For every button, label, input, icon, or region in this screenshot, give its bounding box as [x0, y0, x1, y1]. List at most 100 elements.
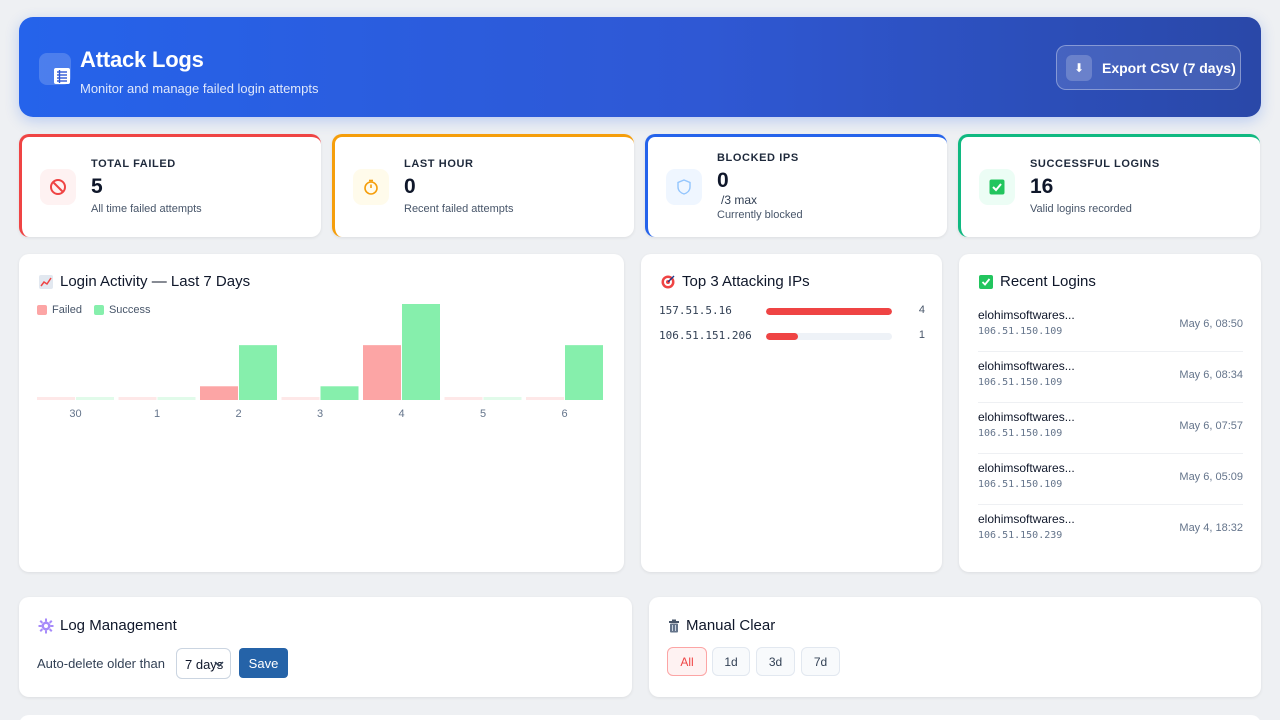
- legend-success-label: Success: [108, 304, 151, 316]
- legend-failed-label: Failed: [52, 304, 82, 316]
- x-tick-label: 4: [398, 408, 404, 420]
- legend-failed-swatch: [37, 305, 47, 315]
- login-ip: 106.51.150.239: [978, 530, 1063, 541]
- ip-row: 106.51.151.206 1: [659, 329, 925, 343]
- bar-success-4: [402, 304, 440, 400]
- bar-success-3: [320, 386, 359, 400]
- x-tick-label: 1: [154, 408, 160, 420]
- bar-success-6: [565, 345, 603, 400]
- bar-failed-4: [363, 345, 401, 400]
- clear-7d-button[interactable]: 7d: [801, 647, 840, 676]
- login-activity-chart: 30 1 2 3 4 5 6: [37, 304, 603, 420]
- export-csv-label: Export CSV (7 days): [1102, 59, 1236, 76]
- stat-subtext: Recent failed attempts: [404, 203, 514, 215]
- stat-value: 0: [404, 175, 416, 198]
- stat-card-blocked-ips: BLOCKED IPS 0 /3 max Currently blocked: [645, 134, 947, 237]
- log-management-title: Log Management: [38, 617, 177, 634]
- stat-card-successful-logins: SUCCESSFUL LOGINS 16 Valid logins record…: [958, 134, 1260, 237]
- stat-label: LAST HOUR: [404, 158, 474, 170]
- login-row: elohimsoftwares... 106.51.150.109 May 6,…: [978, 454, 1243, 505]
- x-tick-label: 3: [317, 408, 323, 420]
- ip-count: 4: [918, 304, 925, 316]
- login-user: elohimsoftwares...: [978, 512, 1075, 526]
- ip-bar-fill: [766, 308, 892, 315]
- x-tick-label: 6: [561, 408, 567, 420]
- chart-legend: Failed Success: [37, 304, 163, 316]
- bar-success-5: [483, 397, 522, 400]
- stat-subtext: Valid logins recorded: [1030, 203, 1132, 215]
- clear-3d-button[interactable]: 3d: [756, 647, 795, 676]
- login-activity-panel: Login Activity — Last 7 Days Failed Succ…: [19, 254, 624, 572]
- top-ips-title-text: Top 3 Attacking IPs: [682, 273, 810, 290]
- login-time: May 6, 08:34: [1179, 369, 1243, 381]
- trash-icon: [668, 619, 680, 633]
- top-ips-title: Top 3 Attacking IPs: [660, 273, 810, 290]
- page-title: Attack Logs: [80, 47, 204, 72]
- legend-failed: Failed: [37, 304, 82, 316]
- bar-success-30: [76, 397, 114, 400]
- ip-count: 1: [918, 329, 925, 341]
- legend-success-swatch: [93, 305, 104, 315]
- chevron-down-icon: [214, 661, 224, 668]
- stat-label: BLOCKED IPS: [717, 152, 799, 164]
- ip-address: 157.51.5.16: [659, 304, 732, 317]
- legend-success: Success: [93, 304, 151, 316]
- bar-failed-1: [118, 397, 157, 400]
- page-subtitle: Monitor and manage failed login attempts: [80, 81, 319, 96]
- stat-card-last-hour: LAST HOUR 0 Recent failed attempts: [332, 134, 634, 237]
- recent-logins-panel: Recent Logins elohimsoftwares... 106.51.…: [959, 254, 1261, 572]
- save-button[interactable]: Save: [239, 648, 288, 678]
- manual-clear-title-text: Manual Clear: [686, 617, 776, 634]
- manual-clear-title: Manual Clear: [668, 617, 775, 634]
- recent-logins-title: Recent Logins: [978, 273, 1096, 290]
- bar-failed-3: [281, 397, 320, 400]
- target-icon: [660, 274, 676, 290]
- login-activity-title-text: Login Activity — Last 7 Days: [60, 273, 251, 290]
- ip-address: 106.51.151.206: [659, 329, 752, 342]
- bar-failed-30: [37, 397, 75, 400]
- log-management-panel: Log Management Auto-delete older than 7 …: [19, 597, 632, 697]
- login-user: elohimsoftwares...: [978, 359, 1075, 373]
- x-tick-label: 5: [480, 408, 486, 420]
- login-ip: 106.51.150.109: [978, 377, 1063, 388]
- login-user: elohimsoftwares...: [978, 410, 1075, 424]
- clear-all-button[interactable]: All: [667, 647, 707, 676]
- check-box-icon: [978, 274, 994, 290]
- login-time: May 4, 18:32: [1179, 522, 1243, 534]
- stat-value: 5: [91, 175, 103, 198]
- x-tick-label: 2: [235, 408, 241, 420]
- gear-icon: [38, 618, 54, 634]
- recent-logins-title-text: Recent Logins: [1000, 273, 1096, 290]
- stat-subtext: Currently blocked: [717, 209, 803, 221]
- bar-failed-6: [526, 397, 564, 400]
- ip-bar: [766, 308, 892, 315]
- stopwatch-icon: [353, 169, 389, 205]
- check-box-icon: [979, 169, 1015, 205]
- stat-label: TOTAL FAILED: [91, 158, 176, 170]
- login-row: elohimsoftwares... 106.51.150.109 May 6,…: [978, 403, 1243, 454]
- list-icon: [39, 53, 71, 85]
- login-time: May 6, 07:57: [1179, 420, 1243, 432]
- login-row: elohimsoftwares... 106.51.150.239 May 4,…: [978, 505, 1243, 556]
- retention-select[interactable]: 7 days: [176, 648, 231, 679]
- bar-failed-5: [444, 397, 483, 400]
- login-time: May 6, 08:50: [1179, 318, 1243, 330]
- ip-bar: [766, 333, 892, 340]
- login-ip: 106.51.150.109: [978, 326, 1063, 337]
- login-row: elohimsoftwares... 106.51.150.109 May 6,…: [978, 352, 1243, 403]
- top-ips-panel: Top 3 Attacking IPs 157.51.5.16 4 106.51…: [641, 254, 942, 572]
- stat-value: 0: [717, 169, 729, 192]
- export-csv-button[interactable]: ⬇ Export CSV (7 days): [1056, 45, 1241, 90]
- stat-max: /3 max: [721, 193, 758, 207]
- x-tick-label: 30: [69, 408, 81, 420]
- login-user: elohimsoftwares...: [978, 308, 1075, 322]
- log-management-title-text: Log Management: [60, 617, 177, 634]
- shield-icon: [666, 169, 702, 205]
- stat-card-total-failed: TOTAL FAILED 5 All time failed attempts: [19, 134, 321, 237]
- stat-value: 16: [1030, 175, 1054, 198]
- next-panel-edge: [19, 715, 1261, 720]
- ip-bar-fill: [766, 333, 798, 340]
- stat-subtext: All time failed attempts: [91, 203, 202, 215]
- clear-1d-button[interactable]: 1d: [712, 647, 750, 676]
- bar-success-2: [239, 345, 277, 400]
